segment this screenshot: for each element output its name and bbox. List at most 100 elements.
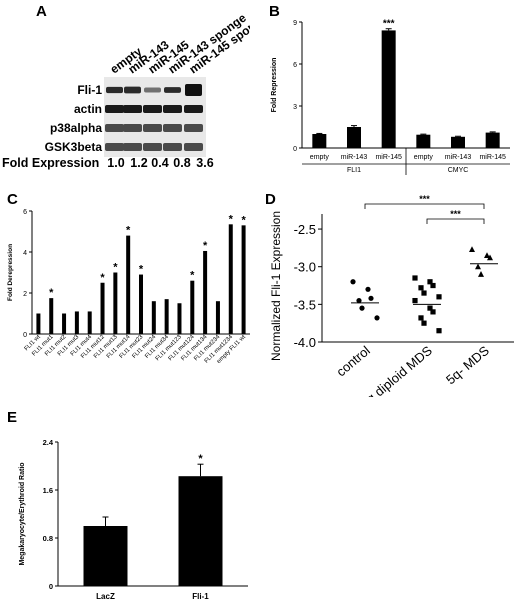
group-label: FLI1 [347, 167, 361, 174]
significance-marker: * [49, 287, 54, 299]
bar [215, 301, 220, 334]
data-point [469, 246, 475, 252]
panel-e-letter: E [7, 409, 17, 426]
x-tick-label: miR-143 [445, 154, 472, 161]
significance-bracket [364, 203, 485, 209]
bar [100, 282, 105, 334]
bar [485, 132, 500, 148]
loading-band [143, 105, 162, 113]
significance-marker: * [229, 213, 234, 225]
fold-expression-value: 1.0 [107, 156, 124, 170]
row-label: Fli-1 [77, 83, 102, 97]
fold-expression-value: 3.6 [196, 156, 213, 170]
data-point [430, 309, 436, 315]
significance-marker: *** [419, 194, 430, 204]
data-point [421, 290, 427, 296]
data-point [427, 279, 433, 285]
data-point [374, 315, 380, 321]
loading-band [105, 105, 124, 113]
y-tick-label: 6 [23, 209, 27, 216]
data-point [427, 305, 433, 311]
fli1-band [144, 87, 161, 93]
blot-rows: Fli-1 actin p38alpha GSK3beta [45, 83, 103, 154]
blot-bands [105, 84, 203, 151]
significance-marker: * [190, 270, 195, 282]
bar [203, 250, 208, 334]
panel-b-fold-repression-chart: B 0 3 6 9 Fold Repression *** empty miR-143 miR-… [269, 3, 510, 175]
y-tick-label: 6 [293, 62, 297, 69]
bar [190, 280, 195, 334]
bar [62, 313, 67, 334]
data-point [421, 320, 427, 326]
x-tick-label: miR-145 [375, 154, 402, 161]
x-tick-label: miR-145 [479, 154, 506, 161]
panel-a-letter: A [36, 3, 47, 20]
significance-marker: *** [383, 19, 395, 30]
fold-expression-value: 0.4 [151, 156, 168, 170]
x-tick-label: 5q- MDS [443, 343, 492, 388]
y-tick-label: 0 [293, 146, 297, 153]
data-point [368, 295, 374, 301]
bar [126, 235, 131, 334]
panel-d-fli1-expression-scatter: D -2.5 -3.0 -3.5 -4.0 Normalized Fli-1 Expre… [265, 191, 514, 397]
y-tick-label: -2.5 [294, 222, 316, 237]
significance-bracket [426, 218, 485, 224]
loading-band [105, 143, 124, 151]
fli1-band [164, 87, 181, 93]
bar [347, 127, 361, 148]
significance-marker: * [203, 240, 208, 252]
bar [164, 299, 169, 334]
data-point [436, 294, 442, 300]
bar [151, 301, 156, 334]
panel-d-letter: D [265, 191, 276, 208]
bar [36, 313, 41, 334]
significance-marker: * [198, 453, 203, 465]
data-point [365, 286, 371, 292]
loading-band [184, 105, 203, 113]
y-tick-label: 0 [23, 332, 27, 339]
loading-band [143, 143, 162, 151]
loading-band [105, 124, 124, 132]
data-point [418, 315, 424, 321]
data-point [350, 279, 356, 285]
data-point [418, 285, 424, 291]
significance-marker: * [100, 272, 105, 284]
data-point [359, 305, 365, 311]
y-tick-label: 2 [23, 291, 27, 298]
panel-c-letter: C [7, 191, 18, 208]
data-point [356, 297, 362, 304]
data-point [412, 275, 418, 281]
loading-band [123, 105, 142, 113]
row-label: GSK3beta [45, 140, 103, 154]
x-tick-label: miR-143 [341, 154, 368, 161]
panel-b-letter: B [269, 3, 280, 20]
bar [49, 298, 54, 334]
data-point [436, 328, 442, 334]
fli1-band [124, 86, 141, 94]
row-label: p38alpha [50, 121, 102, 135]
loading-band [163, 124, 182, 132]
y-axis-label: Fold Repression [271, 58, 278, 113]
panel-e-ratio-chart: E 0 0.8 1.6 2.4 Megakaryocyte/Erythroid Rati… [7, 409, 248, 601]
y-tick-label: 1.6 [43, 486, 53, 495]
loading-band [123, 124, 142, 132]
y-tick-label: -3.5 [294, 297, 316, 312]
significance-marker: *** [450, 209, 461, 219]
fold-expression-row: Fold Expression 1.0 1.2 0.4 0.8 3.6 [2, 156, 214, 170]
significance-marker: * [139, 264, 144, 276]
fold-expression-label: Fold Expression [2, 156, 99, 170]
y-tick-label: 3 [293, 104, 297, 111]
bar [83, 526, 128, 586]
significance-marker: * [126, 225, 131, 237]
data-point [475, 263, 481, 270]
group-label: CMYC [448, 167, 469, 174]
loading-band [163, 105, 182, 113]
y-tick-label: -4.0 [294, 335, 316, 350]
loading-band [163, 143, 182, 151]
y-axis-label: Megakaryocyte/Erythroid Ratio [19, 462, 26, 565]
bar [416, 134, 431, 148]
bar [139, 274, 143, 334]
y-axis-label: Fold Derepression [7, 244, 14, 301]
x-tick-label: empty [414, 154, 434, 161]
